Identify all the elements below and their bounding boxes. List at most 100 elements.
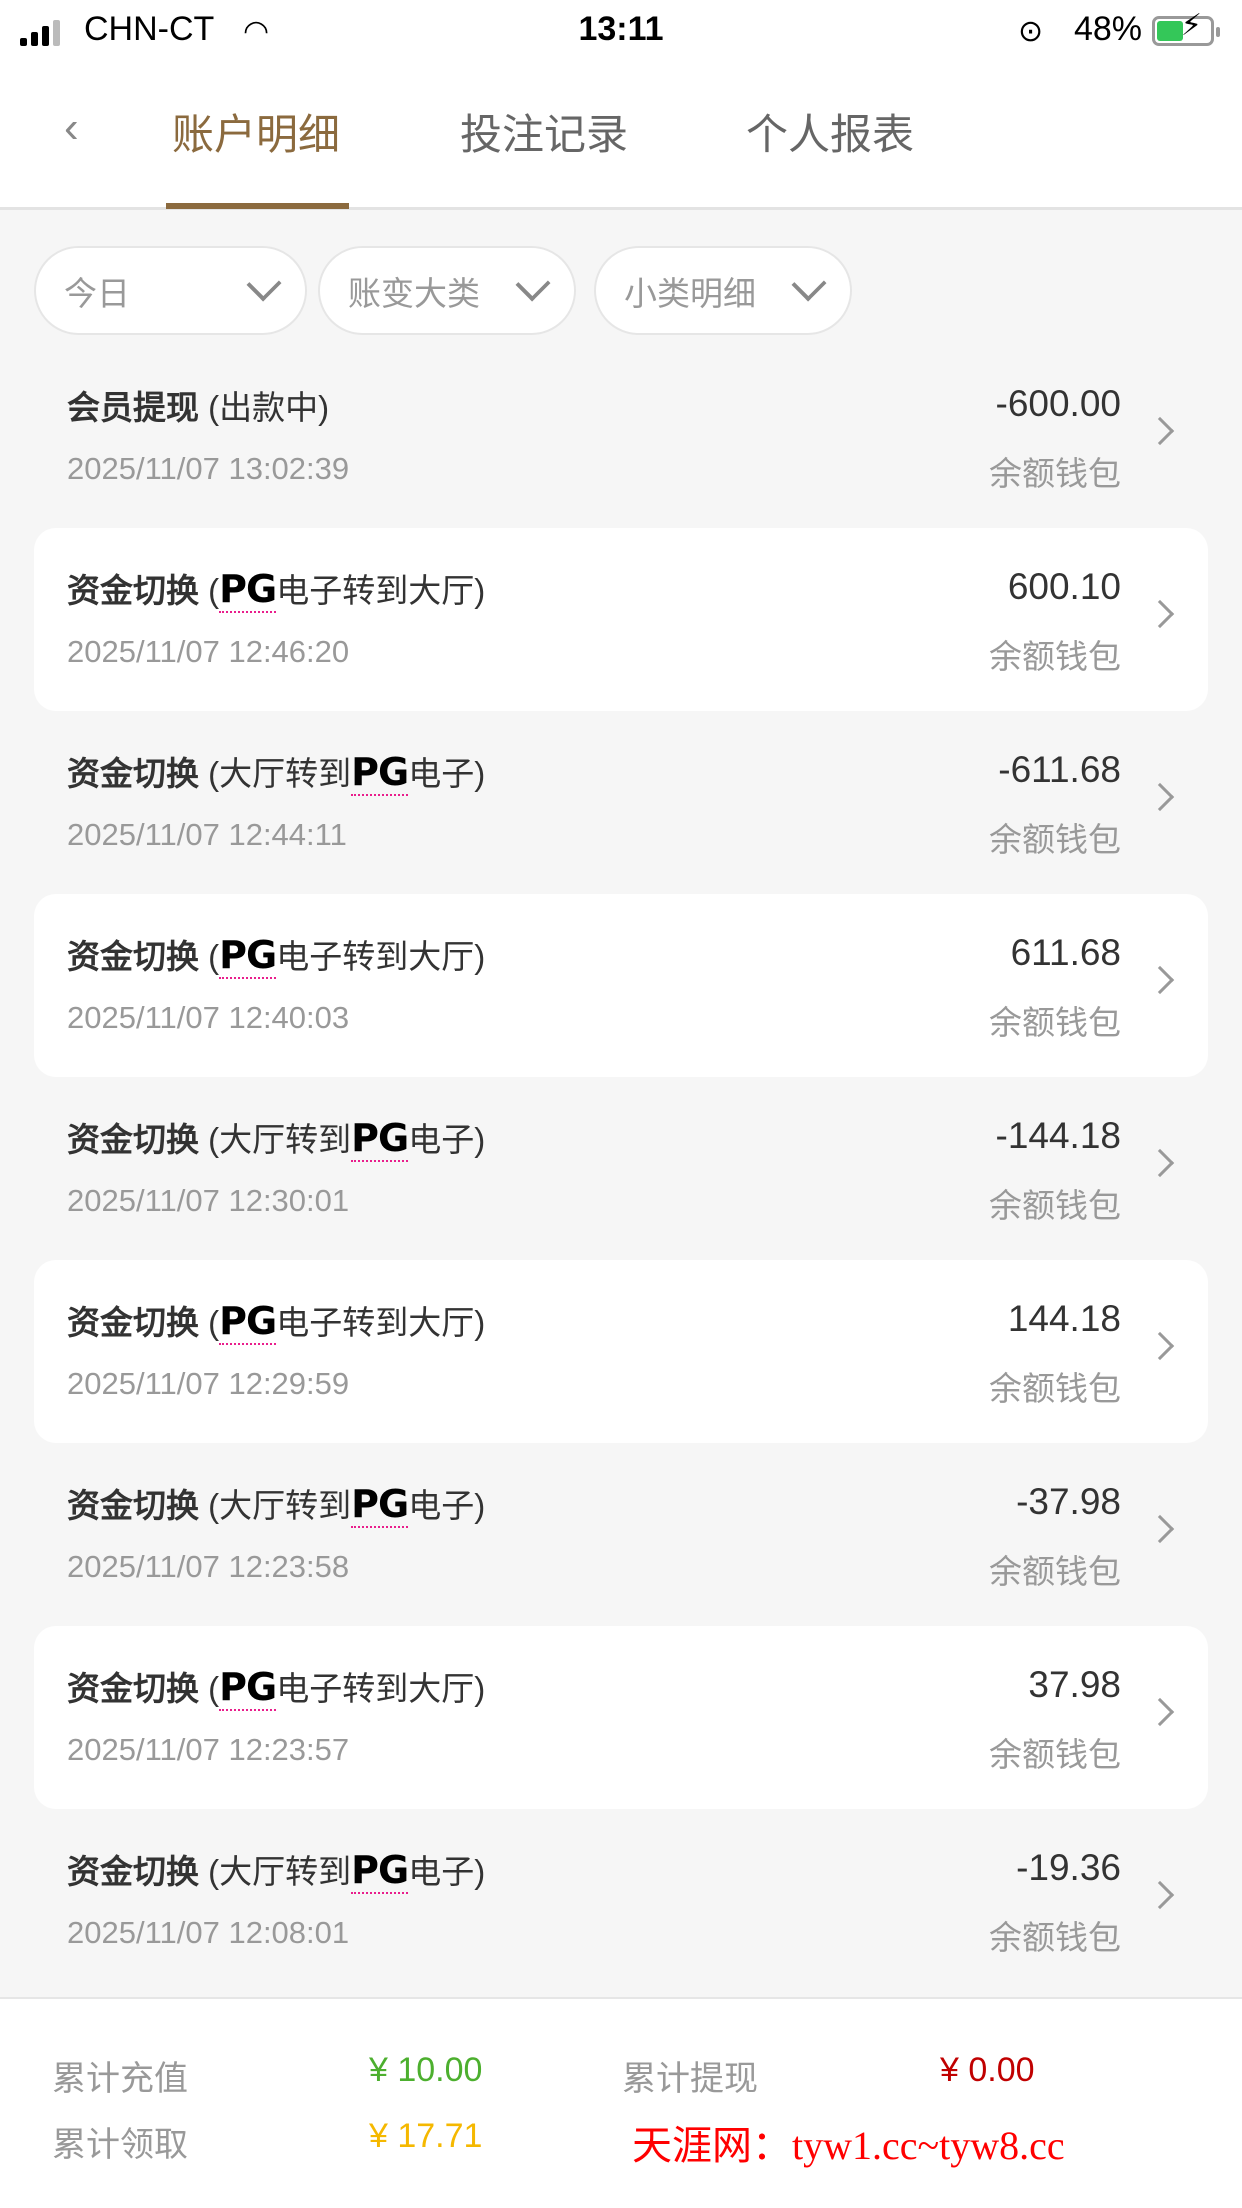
deposit-value: ¥ 10.00 <box>369 2051 483 2089</box>
wallet-label: 余额钱包 <box>989 1187 1121 1224</box>
transaction-title: 资金切换 (PG电子转到大厅) <box>67 1296 486 1345</box>
pg-logo: PG <box>351 750 409 796</box>
transaction-title: 资金切换 (PG电子转到大厅) <box>67 930 485 979</box>
filter-label: 今日 <box>64 274 130 312</box>
transaction-detail-suffix: 电子转到大厅) <box>276 1304 486 1341</box>
transaction-detail: (出款中) <box>208 389 330 426</box>
withdraw-value: ¥ 0.00 <box>940 2051 1035 2089</box>
transaction-title: 资金切换 (大厅转到PG电子) <box>67 747 486 796</box>
claim-label: 累计领取 <box>52 2126 188 2164</box>
transaction-row[interactable]: 资金切换 (大厅转到PG电子) 2025/11/07 12:23:58 -37.… <box>34 1443 1208 1626</box>
chevron-right-icon <box>1145 1148 1175 1178</box>
transaction-type: 资金切换 <box>67 1853 199 1890</box>
transaction-datetime: 2025/11/07 12:29:59 <box>67 1366 350 1401</box>
deposit-label: 累计充值 <box>52 2060 188 2098</box>
transaction-amount: 611.68 <box>1010 932 1121 973</box>
tab-account-details[interactable]: 账户明细 <box>172 111 341 158</box>
transaction-row[interactable]: 资金切换 (PG电子转到大厅) 2025/11/07 12:46:20 600.… <box>34 528 1208 711</box>
transaction-amount: 600.10 <box>1007 566 1121 607</box>
pg-logo: PG <box>351 1848 409 1894</box>
carrier: CHN-CT <box>84 10 215 48</box>
transaction-detail: ( <box>208 1304 220 1341</box>
tab-personal-report[interactable]: 个人报表 <box>746 111 915 158</box>
transaction-datetime: 2025/11/07 12:23:58 <box>67 1549 350 1584</box>
tab-bet-records[interactable]: 投注记录 <box>460 111 629 158</box>
transaction-detail-suffix: 电子) <box>408 755 486 792</box>
transaction-type: 资金切换 <box>67 1670 199 1707</box>
transaction-title: 资金切换 (PG电子转到大厅) <box>67 1662 486 1711</box>
chevron-down-icon <box>246 266 282 301</box>
wallet-label: 余额钱包 <box>989 1370 1121 1407</box>
transaction-amount: -600.00 <box>995 383 1122 424</box>
transaction-detail-suffix: 电子) <box>408 1121 486 1158</box>
pg-logo: PG <box>351 1116 409 1162</box>
pg-logo: PG <box>219 567 277 613</box>
transaction-datetime: 2025/11/07 12:30:01 <box>67 1183 350 1218</box>
transaction-title: 资金切换 (大厅转到PG电子) <box>67 1479 486 1528</box>
category-filter[interactable]: 账变大类 <box>318 246 576 335</box>
chevron-down-icon <box>791 266 827 301</box>
pg-logo: PG <box>219 1299 277 1345</box>
transaction-detail-suffix: 电子) <box>408 1853 486 1890</box>
wallet-label: 余额钱包 <box>989 638 1121 675</box>
transaction-amount: -611.68 <box>998 749 1121 790</box>
wifi-icon: ◠ <box>243 15 270 48</box>
transaction-datetime: 2025/11/07 12:44:11 <box>67 817 347 852</box>
transaction-row[interactable]: 资金切换 (大厅转到PG电子) 2025/11/07 12:30:01 -144… <box>34 1077 1208 1260</box>
transaction-datetime: 2025/11/07 12:23:57 <box>67 1732 350 1767</box>
pg-logo: PG <box>351 1482 409 1528</box>
transaction-detail-suffix: 电子转到大厅) <box>276 572 486 609</box>
charging-icon: ⚡ <box>1180 9 1202 42</box>
wallet-label: 余额钱包 <box>989 1919 1121 1956</box>
transaction-title: 资金切换 (大厅转到PG电子) <box>67 1113 486 1162</box>
transaction-detail-suffix: 电子转到大厅) <box>276 1670 486 1707</box>
transaction-row[interactable]: 资金切换 (大厅转到PG电子) 2025/11/07 12:08:01 -19.… <box>34 1809 1208 1992</box>
transaction-detail: (大厅转到 <box>208 1853 352 1890</box>
transaction-type: 资金切换 <box>67 1487 199 1524</box>
transaction-amount: 144.18 <box>1007 1298 1121 1339</box>
wallet-label: 余额钱包 <box>989 1553 1121 1590</box>
wallet-label: 余额钱包 <box>989 1736 1121 1773</box>
filter-label: 账变大类 <box>348 274 480 312</box>
chevron-right-icon <box>1145 599 1175 629</box>
active-tab-indicator <box>166 203 349 209</box>
transaction-title: 会员提现 (出款中) <box>67 381 329 429</box>
transaction-row[interactable]: 资金切换 (PG电子转到大厅) 2025/11/07 12:29:59 144.… <box>34 1260 1208 1443</box>
transaction-amount: 37.98 <box>1028 1664 1121 1705</box>
chevron-right-icon <box>1145 1880 1175 1910</box>
transaction-row[interactable]: 会员提现 (出款中) 2025/11/07 13:02:39 -600.00 余… <box>34 345 1208 528</box>
chevron-right-icon <box>1145 965 1175 995</box>
back-button[interactable]: ‹ <box>64 103 79 152</box>
transaction-detail: (大厅转到 <box>208 1487 352 1524</box>
transaction-detail: ( <box>208 572 220 609</box>
transaction-type: 资金切换 <box>67 938 199 975</box>
transaction-type: 资金切换 <box>67 1304 199 1341</box>
transaction-datetime: 2025/11/07 12:08:01 <box>67 1915 350 1950</box>
transaction-detail-suffix: 电子) <box>408 1487 486 1524</box>
transaction-row[interactable]: 资金切换 (PG电子转到大厅) 2025/11/07 12:40:03 611.… <box>34 894 1208 1077</box>
chevron-right-icon <box>1145 1697 1175 1727</box>
subcategory-filter[interactable]: 小类明细 <box>594 246 852 335</box>
wallet-label: 余额钱包 <box>989 1004 1121 1041</box>
transaction-row[interactable]: 资金切换 (PG电子转到大厅) 2025/11/07 12:23:57 37.9… <box>34 1626 1208 1809</box>
transaction-title: 资金切换 (PG电子转到大厅) <box>67 564 486 613</box>
battery-percent: 48% <box>1073 10 1142 48</box>
pg-logo: PG <box>219 933 277 979</box>
claim-value: ¥ 17.71 <box>369 2117 483 2155</box>
transaction-detail: ( <box>208 938 220 975</box>
chevron-right-icon <box>1145 1331 1175 1361</box>
orientation-lock-icon: ⊙ <box>1018 15 1044 48</box>
signal-icon <box>20 20 60 46</box>
pg-logo: PG <box>219 1665 277 1711</box>
transaction-detail: (大厅转到 <box>208 755 352 792</box>
date-filter[interactable]: 今日 <box>34 246 307 335</box>
transaction-detail: (大厅转到 <box>208 1121 352 1158</box>
transaction-title: 资金切换 (大厅转到PG电子) <box>67 1845 486 1894</box>
transaction-type: 资金切换 <box>67 1121 199 1158</box>
withdraw-label: 累计提现 <box>622 2060 758 2098</box>
watermark: 天涯网：tyw1.cc~tyw8.cc <box>632 2123 1065 2168</box>
filter-label: 小类明细 <box>624 274 756 312</box>
transaction-type: 会员提现 <box>67 389 199 426</box>
clock: 13:11 <box>578 10 664 48</box>
transaction-row[interactable]: 资金切换 (大厅转到PG电子) 2025/11/07 12:44:11 -611… <box>34 711 1208 894</box>
